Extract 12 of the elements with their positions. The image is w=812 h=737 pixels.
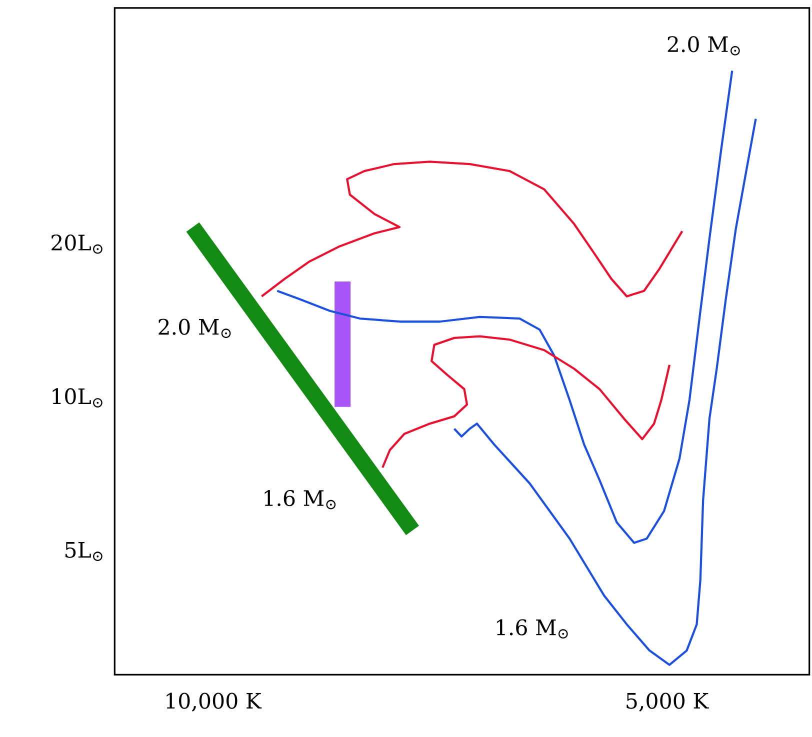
text: 1.6 M$_{⊙}$: [264, 490, 336, 510]
x-tick-label: 5,000 K: [626, 692, 709, 712]
x-tick-label: 10,000 K: [166, 692, 262, 712]
text: 1.6 M$_{⊙}$: [496, 619, 568, 638]
y-tick-label: 10L$_{⊙}$: [52, 388, 102, 408]
series-label: 2.0 M$_{⊙}$: [158, 318, 231, 338]
series-label: 2.0 M$_{⊙}$: [668, 36, 740, 56]
line-series: [453, 118, 757, 666]
line-series: [381, 335, 671, 469]
y-tick-label: 20L$_{⊙}$: [52, 234, 102, 254]
y-tick-label: 5L$_{⊙}$: [66, 542, 102, 561]
line-series: [260, 160, 684, 298]
